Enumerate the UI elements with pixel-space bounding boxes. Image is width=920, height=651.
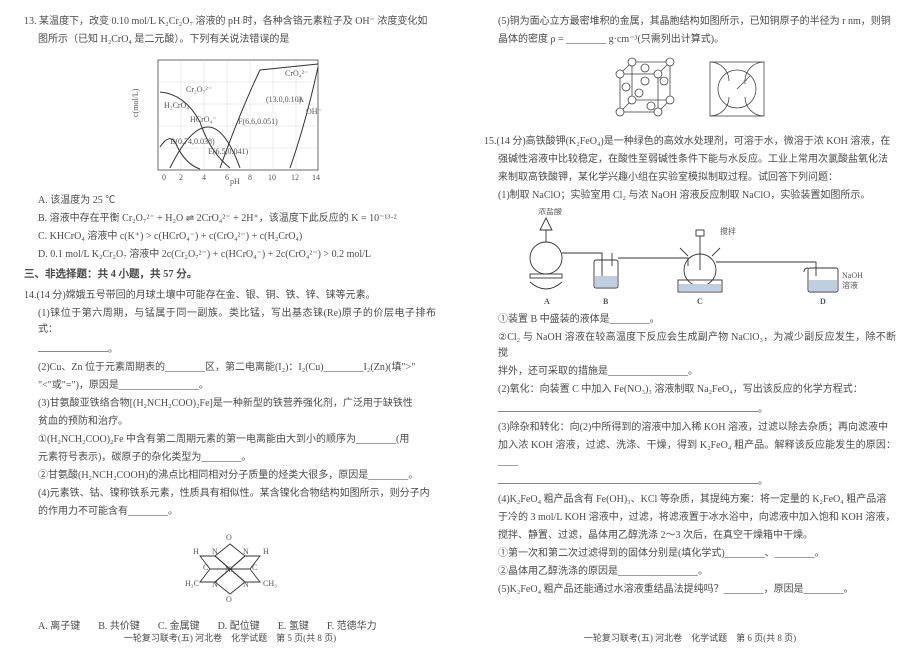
svg-text:N: N [243, 580, 249, 589]
q15-4d: ①第一次和第二次过滤得到的固体分别是(填化学式)________、_______… [484, 546, 896, 562]
fcc-top: r [702, 54, 772, 124]
q14-5b: 晶体的密度 ρ = ________ g·cm⁻³(只需列出计算式)。 [484, 32, 896, 48]
q15-4c: 搅拌、静置、过滤，晶体用乙醇洗涤 2～3 次后，在真空干燥箱中干燥。 [484, 528, 896, 544]
svg-text:搅拌: 搅拌 [720, 226, 736, 236]
svg-text:r: r [744, 77, 747, 86]
svg-text:14: 14 [312, 173, 320, 182]
svg-text:pH: pH [230, 177, 240, 186]
q15-2a: (2)氧化：向装置 C 中加入 Fe(NO₃)₃ 溶液制取 Na₂FeO₄，写出… [484, 382, 896, 398]
q14-2b: "<"或"=")，原因是________________。 [24, 378, 436, 394]
q13-opt-c: C. KHCrO₄ 溶液中 c(K⁺) > c(HCrO₄⁻) + c(CrO₄… [24, 229, 436, 245]
svg-text:12: 12 [291, 173, 299, 182]
svg-text:c(mol/L): c(mol/L) [131, 88, 140, 117]
q14-5a: (5)铜为面心立方最密堆积的金属，其晶胞结构如图所示，已知铜原子的半径为 r n… [484, 14, 896, 30]
crystal-diagrams: r [484, 54, 896, 124]
svg-text:HCrO₄⁻: HCrO₄⁻ [190, 115, 217, 124]
svg-text:OH⁻: OH⁻ [306, 107, 322, 116]
svg-text:浓盐酸: 浓盐酸 [538, 208, 562, 216]
q15-stem-1: 15.(14 分)高铁酸钾(K₂FeO₄)是一种绿色的高效水处理剂，可溶于水，微… [484, 134, 896, 150]
q15-3c: 。 [484, 472, 896, 490]
apparatus: 浓盐酸 搅拌 NaOH 溶液 A B C D [500, 208, 880, 308]
q14-3c: ①(H₂NCH₂COO)₂Fe 中含有第二周期元素的第一电离能由大到小的顺序为_… [24, 432, 436, 448]
svg-text:6: 6 [225, 173, 229, 182]
svg-text:4: 4 [202, 173, 206, 182]
q14-3d: 元素符号表示)，碳原子的杂化类型为________。 [24, 450, 436, 466]
svg-text:CrO₄²⁻: CrO₄²⁻ [285, 69, 308, 78]
q13-opt-b: B. 溶液中存在平衡 Cr₂O₇²⁻ + H₂O ⇌ 2CrO₄²⁻ + 2H⁺… [24, 211, 436, 227]
svg-text:2: 2 [179, 173, 183, 182]
svg-text:C: C [203, 563, 208, 572]
svg-text:Cr₂O₇²⁻: Cr₂O₇²⁻ [186, 85, 212, 94]
svg-text:A: A [544, 297, 550, 306]
svg-text:溶液: 溶液 [842, 280, 858, 290]
q13-stem-2: 图所示（已知 H₂CrO₄ 是二元酸）。下列有关说法错误的是 [24, 32, 436, 48]
footer-left: 一轮复习联考(五) 河北卷 化学试题 第 5 页(共 8 页) [0, 631, 460, 645]
svg-text:C: C [252, 563, 257, 572]
svg-text:A: A [298, 95, 304, 104]
svg-text:N: N [212, 580, 218, 589]
svg-text:8: 8 [248, 173, 252, 182]
page-right: (5)铜为面心立方最密堆积的金属，其晶胞结构如图所示，已知铜原子的半径为 r n… [460, 0, 920, 651]
q14-2a: (2)Cu、Zn 位于元素周期表的________区，第二电离能(I₂)：I₂(… [24, 360, 436, 376]
footer-right: 一轮复习联考(五) 河北卷 化学试题 第 6 页(共 8 页) [460, 631, 920, 645]
q14-3a: (3)甘氨酸亚铁络合物[(H₂NCH₂COO)₂Fe]是一种新型的铁营养强化剂，… [24, 396, 436, 412]
svg-text:F(6.6,0.051): F(6.6,0.051) [238, 117, 278, 126]
svg-text:B(0.74,0.038): B(0.74,0.038) [170, 137, 215, 146]
svg-text:CH₃: CH₃ [263, 579, 277, 588]
svg-text:H₃C: H₃C [185, 579, 199, 588]
q13-opt-d: D. 0.1 mol/L K₂Cr₂O₇ 溶液中 2c(Cr₂O₇²⁻) + c… [24, 247, 436, 263]
svg-text:N: N [212, 547, 218, 556]
svg-text:N: N [243, 547, 249, 556]
q15-1b1: ②Cl₂ 与 NaOH 溶液在较高温度下反应会生成副产物 NaClO₃，为减少副… [484, 330, 896, 362]
fcc-cube [608, 54, 678, 124]
svg-text:NaOH: NaOH [842, 271, 863, 280]
svg-text:H: H [263, 547, 269, 556]
q15-4a: (4)K₂FeO₄ 粗产品含有 Fe(OH)₃、KCl 等杂质，其提纯方案：将一… [484, 492, 896, 508]
q14-1a: (1)铼位于第六周期，与锰属于同一副族。类比锰，写出基态铼(Re)原子的价层电子… [24, 306, 436, 338]
q15-3a: (3)除杂和转化：向(2)中所得到的溶液中加入稀 KOH 溶液，过滤以除去杂质；… [484, 420, 896, 436]
q14-1b: ________。。 [24, 340, 436, 358]
q13-opt-a: A. 该温度为 25 ℃ [24, 193, 436, 209]
q13-chart: c(mol/L) pH 0 2 4 6 8 10 12 14 CrO₄²⁻ H₂CrO₄… [130, 52, 330, 187]
svg-text:E(6.5,0.041): E(6.5,0.041) [208, 147, 249, 156]
q15-5: (5)K₂FeO₄ 粗产品还能通过水溶液重结晶法提纯吗？________，原因是… [484, 582, 896, 598]
svg-text:O: O [226, 595, 232, 604]
q15-stem-2: 强碱性溶液中比较稳定，在酸性至弱碱性条件下能与水反应。工业上常用次氯酸盐氧化法 [484, 152, 896, 168]
q15-1: (1)制取 NaClO；实验室用 Cl₂ 与浓 NaOH 溶液反应制取 NaCl… [484, 188, 896, 204]
svg-text:D: D [820, 297, 826, 306]
q15-1b2: 拌外，还可采取的措施是________________。 [484, 364, 896, 380]
svg-text:B: B [603, 297, 609, 306]
svg-text:O: O [226, 533, 232, 542]
svg-text:0: 0 [162, 173, 166, 182]
svg-text:Ni: Ni [225, 565, 234, 574]
q15-2b: 。 [484, 400, 896, 418]
svg-text:C: C [697, 297, 703, 306]
svg-text:(13.0,0.10): (13.0,0.10) [266, 95, 302, 104]
svg-text:10: 10 [268, 173, 276, 182]
q14-3e: ②甘氨酸(H₂NCH₂COOH)的沸点比相同相对分子质量的烃类大很多，原因是__… [24, 468, 436, 484]
q14-3b: 贫血的预防和治疗。 [24, 414, 436, 430]
q13-stem-1: 13. 某温度下，改变 0.10 mol/L K₂Cr₂O₇ 溶液的 pH 时，… [24, 14, 436, 30]
svg-text:H: H [193, 547, 199, 556]
q14-structure: Ni N N N N O O H H H₃C CH₃ C C [165, 522, 295, 617]
q15-1a: ①装置 B 中盛装的液体是________。 [484, 312, 896, 328]
q14-4b: 的作用力不可能含有________。 [24, 504, 436, 520]
page-left: 13. 某温度下，改变 0.10 mol/L K₂Cr₂O₇ 溶液的 pH 时，… [0, 0, 460, 651]
q15-3b: 加入浓 KOH 溶液，过滤、洗涤、干燥，得到 K₂FeO₄ 粗产品。解释该反应能… [484, 438, 896, 470]
q15-stem-3: 来制取高铁酸钾，某化学兴趣小组在实验室模拟制取过程。试回答下列问题： [484, 170, 896, 186]
q14-stem: 14.(14 分)嫦娥五号带回的月球土壤中可能存在金、银、铜、铁、锌、铼等元素。 [24, 288, 436, 304]
q15-4e: ②晶体用乙醇洗涤的原因是________________。 [484, 564, 896, 580]
q15-4b: 于冷的 3 mol/L KOH 溶液中，过滤，将滤液置于冰水浴中，向滤液中加入饱… [484, 510, 896, 526]
q14-4a: (4)元素铁、钴、镍称铁系元素，性质具有相似性。某含镍化合物结构如图所示，则分子… [24, 486, 436, 502]
section-3-head: 三、非选择题：共 4 小题，共 57 分。 [24, 267, 436, 284]
svg-text:H₂CrO₄: H₂CrO₄ [164, 101, 189, 110]
